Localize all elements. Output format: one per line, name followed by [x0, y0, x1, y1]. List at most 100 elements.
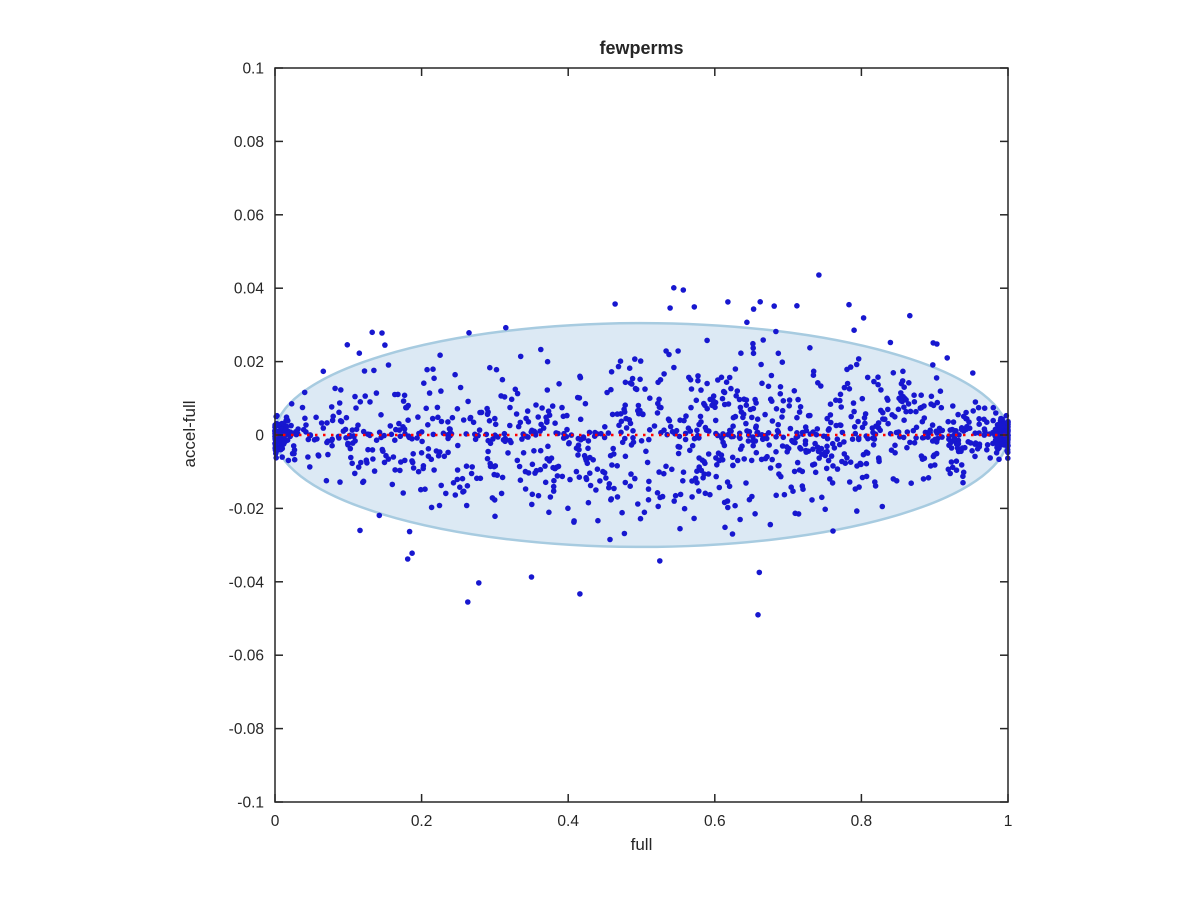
data-point	[773, 449, 779, 455]
data-point	[619, 509, 625, 516]
data-point	[725, 401, 732, 407]
data-point	[611, 485, 617, 492]
data-point	[752, 511, 758, 517]
data-point	[816, 455, 822, 461]
data-point	[336, 400, 343, 406]
data-point	[464, 483, 471, 489]
data-point	[792, 439, 798, 446]
data-point	[644, 459, 651, 466]
data-point	[778, 473, 784, 480]
data-point	[328, 437, 335, 444]
data-point	[791, 468, 798, 475]
data-point	[629, 375, 636, 382]
data-point	[675, 450, 682, 457]
data-point	[798, 446, 804, 452]
data-point	[721, 442, 728, 449]
data-point	[920, 476, 927, 482]
data-point	[862, 420, 868, 427]
data-point	[392, 437, 398, 444]
data-point	[718, 452, 725, 458]
data-point	[746, 496, 753, 503]
data-point	[595, 517, 601, 524]
data-point	[291, 450, 297, 457]
data-point	[737, 404, 744, 411]
data-point	[701, 471, 707, 477]
data-point	[628, 471, 634, 477]
data-point	[844, 366, 850, 373]
data-point	[810, 372, 817, 379]
data-point	[956, 432, 962, 438]
data-point	[950, 419, 957, 425]
data-point	[947, 470, 953, 477]
data-point	[457, 484, 463, 491]
data-point	[544, 456, 550, 462]
data-point	[833, 422, 839, 429]
data-point	[918, 392, 924, 399]
data-point	[719, 457, 726, 463]
data-point	[612, 301, 618, 307]
data-point	[865, 435, 871, 442]
data-point	[767, 465, 774, 471]
data-point	[415, 414, 421, 420]
data-point	[415, 468, 422, 475]
data-point	[752, 396, 758, 403]
data-point	[969, 448, 975, 454]
data-point	[965, 439, 971, 445]
data-point	[281, 441, 287, 447]
data-point	[328, 404, 335, 410]
data-point	[436, 502, 443, 509]
data-point	[349, 460, 356, 467]
data-point	[302, 415, 308, 422]
data-point	[425, 453, 432, 460]
data-point	[692, 475, 699, 482]
data-point	[362, 393, 369, 399]
data-point	[713, 473, 719, 480]
data-point	[849, 436, 856, 443]
data-point	[825, 457, 832, 464]
data-point	[352, 470, 358, 477]
data-point	[546, 412, 553, 419]
data-point	[710, 398, 717, 404]
data-point	[492, 421, 499, 428]
data-point	[810, 446, 816, 453]
data-point	[621, 530, 628, 537]
tick-marks	[274, 67, 1009, 803]
data-point	[607, 452, 614, 459]
data-point	[609, 462, 615, 468]
data-point	[388, 431, 395, 438]
data-point	[855, 436, 862, 443]
data-point	[841, 439, 847, 445]
data-point	[773, 434, 779, 440]
data-point	[898, 397, 904, 404]
data-point	[802, 438, 809, 444]
data-point	[445, 449, 451, 456]
data-point	[773, 328, 779, 335]
data-point	[823, 465, 830, 472]
data-point	[945, 466, 952, 473]
data-point	[960, 428, 967, 434]
data-point	[695, 373, 701, 379]
data-point	[760, 435, 766, 442]
data-point	[854, 508, 860, 514]
data-point	[438, 482, 445, 489]
data-point	[769, 418, 776, 424]
data-point	[791, 388, 798, 394]
data-point	[435, 414, 441, 421]
data-point	[425, 446, 432, 452]
data-point	[846, 479, 853, 485]
data-point	[608, 369, 615, 375]
data-point	[875, 374, 881, 381]
y-tick-label: 0.1	[242, 61, 264, 78]
data-point	[547, 494, 554, 500]
data-point	[474, 475, 480, 482]
data-point	[681, 505, 688, 512]
data-point	[750, 350, 757, 357]
data-point	[550, 488, 557, 494]
data-point	[876, 456, 882, 463]
data-point	[460, 417, 467, 423]
data-point	[750, 340, 756, 347]
data-point	[671, 498, 677, 504]
data-point	[696, 488, 702, 494]
data-point	[400, 398, 407, 404]
data-point	[703, 427, 710, 434]
